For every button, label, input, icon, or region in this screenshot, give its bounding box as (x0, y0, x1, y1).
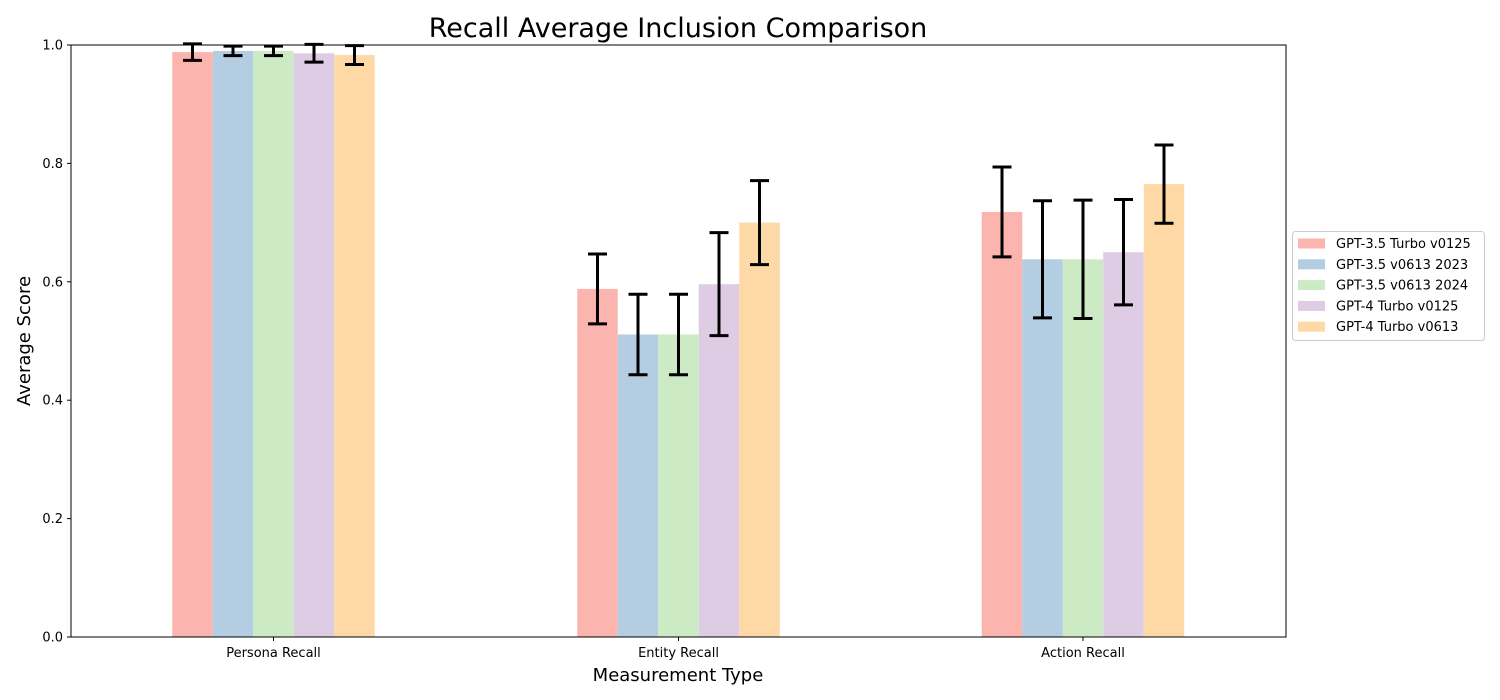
legend-label: GPT-3.5 v0613 2024 (1336, 279, 1468, 294)
legend-swatch (1298, 280, 1325, 291)
legend-label: GPT-4 Turbo v0613 (1336, 320, 1458, 335)
y-axis: 0.0 0.2 0.4 0.6 0.8 1.0 (42, 39, 71, 646)
bar (577, 288, 618, 637)
bar (1143, 184, 1185, 637)
bar (293, 53, 335, 637)
bars-layer (172, 50, 1185, 638)
bar (334, 55, 375, 637)
x-tick-label: Entity Recall (638, 646, 719, 661)
bar (658, 334, 699, 637)
legend-swatch (1298, 321, 1325, 332)
legend-label: GPT-4 Turbo v0125 (1336, 299, 1458, 314)
y-axis-label: Average Score (14, 276, 35, 406)
bar (1062, 259, 1104, 637)
x-tick-label: Action Recall (1041, 646, 1125, 661)
x-tick-label: Persona Recall (226, 646, 321, 661)
bar (253, 50, 294, 638)
bar (981, 211, 1023, 637)
bar (1022, 259, 1063, 637)
bar (212, 50, 254, 638)
legend-swatch (1298, 238, 1325, 249)
legend-box (1292, 231, 1485, 341)
bar (739, 222, 780, 637)
y-tick-label: 0.4 (42, 394, 63, 409)
chart-title: Recall Average Inclusion Comparison (429, 13, 928, 44)
legend: GPT-3.5 Turbo v0125 GPT-3.5 v0613 2023 GPT… (1292, 231, 1485, 341)
x-axis-label: Measurement Type (593, 665, 764, 686)
bar (617, 334, 659, 637)
legend-swatch (1298, 259, 1325, 270)
x-axis: Persona Recall Entity Recall Action Recall (226, 637, 1125, 661)
legend-label: GPT-3.5 Turbo v0125 (1336, 237, 1471, 252)
bar (1103, 252, 1144, 637)
bar (172, 52, 213, 637)
y-tick-label: 0.0 (42, 631, 63, 646)
y-tick-label: 1.0 (42, 39, 63, 54)
error-bars-layer (183, 42, 1174, 377)
legend-label: GPT-3.5 v0613 2023 (1336, 258, 1468, 273)
y-tick-label: 0.8 (42, 157, 63, 172)
bar (698, 284, 740, 637)
y-tick-label: 0.6 (42, 275, 63, 290)
legend-swatch (1298, 300, 1325, 311)
y-tick-label: 0.2 (42, 512, 63, 527)
